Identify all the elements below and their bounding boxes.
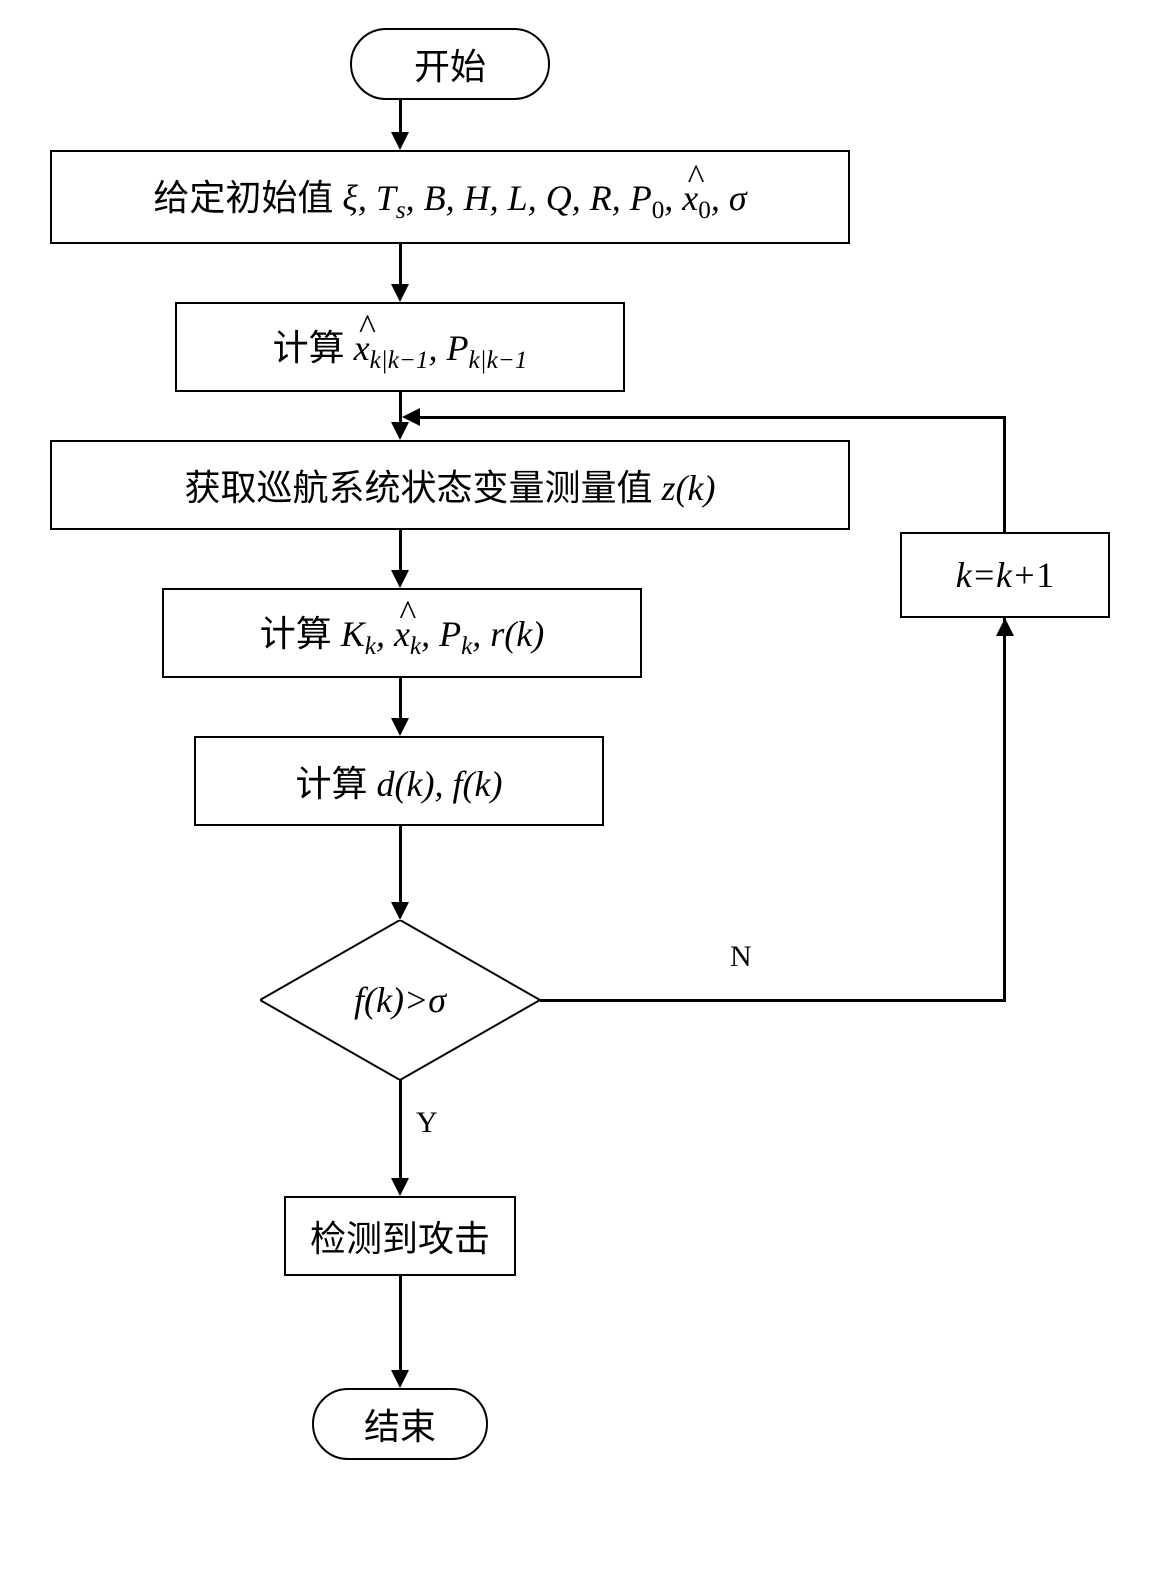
arrowhead-calc-decision <box>391 902 409 920</box>
update-math: Kk, xk, Pk, r(k) <box>341 614 545 654</box>
predict-node: 计算 xk|k−1, Pk|k−1 <box>175 302 625 392</box>
calc-df-text: 计算 d(k), f(k) <box>296 755 503 807</box>
arrow-decision-detected <box>399 1080 402 1180</box>
decision-node: f(k)> <box>260 920 540 1080</box>
arrow-calc-decision <box>399 826 402 904</box>
branch-yes-label: Y <box>416 1106 438 1140</box>
arrowhead-detected-end <box>391 1370 409 1388</box>
arrow-n-vert1 <box>1003 618 1006 1002</box>
arrow-n-horiz1 <box>540 999 1005 1002</box>
arrowhead-init-predict <box>391 284 409 302</box>
arrow-loop-horiz2 <box>418 416 1006 419</box>
flowchart-container: 开始 给定初始值 , Ts, B, H, L, Q, R, P0, x0, 计算… <box>0 0 1150 1578</box>
update-text: 计算 Kk, xk, Pk, r(k) <box>260 605 545 661</box>
arrow-init-predict <box>399 244 402 286</box>
predict-text: 计算 xk|k−1, Pk|k−1 <box>273 319 528 375</box>
arrowhead-loop-join <box>402 408 420 426</box>
arrow-loop-vert2 <box>1003 416 1006 532</box>
end-label: 结束 <box>364 1398 436 1450</box>
init-math: , Ts, B, H, L, Q, R, P0, x0, <box>342 178 746 218</box>
calc-df-math: d(k), f(k) <box>377 764 503 804</box>
detected-label: 检测到攻击 <box>310 1210 490 1262</box>
predict-math: xk|k−1, Pk|k−1 <box>354 328 528 368</box>
decision-math: f(k)> <box>354 979 446 1021</box>
arrowhead-update-calc <box>391 718 409 736</box>
measure-math: z(k) <box>662 468 716 508</box>
arrow-measure-update <box>399 530 402 572</box>
calc-df-node: 计算 d(k), f(k) <box>194 736 604 826</box>
init-text: 给定初始值 , Ts, B, H, L, Q, R, P0, x0, <box>153 169 746 225</box>
update-node: 计算 Kk, xk, Pk, r(k) <box>162 588 642 678</box>
arrow-update-calc <box>399 678 402 720</box>
arrowhead-decision-detected <box>391 1178 409 1196</box>
arrowhead-n-to-inc <box>996 618 1014 636</box>
start-node: 开始 <box>350 28 550 100</box>
detected-node: 检测到攻击 <box>284 1196 516 1276</box>
arrow-start-init <box>399 100 402 134</box>
init-node: 给定初始值 , Ts, B, H, L, Q, R, P0, x0, <box>50 150 850 244</box>
start-label: 开始 <box>414 38 486 90</box>
arrow-detected-end <box>399 1276 402 1372</box>
measure-node: 获取巡航系统状态变量测量值 z(k) <box>50 440 850 530</box>
increment-math: k=k+1 <box>956 554 1055 596</box>
measure-text: 获取巡航系统状态变量测量值 z(k) <box>185 459 716 511</box>
arrowhead-start-init <box>391 132 409 150</box>
end-node: 结束 <box>312 1388 488 1460</box>
branch-no-label: N <box>730 940 752 974</box>
increment-node: k=k+1 <box>900 532 1110 618</box>
arrowhead-measure-update <box>391 570 409 588</box>
